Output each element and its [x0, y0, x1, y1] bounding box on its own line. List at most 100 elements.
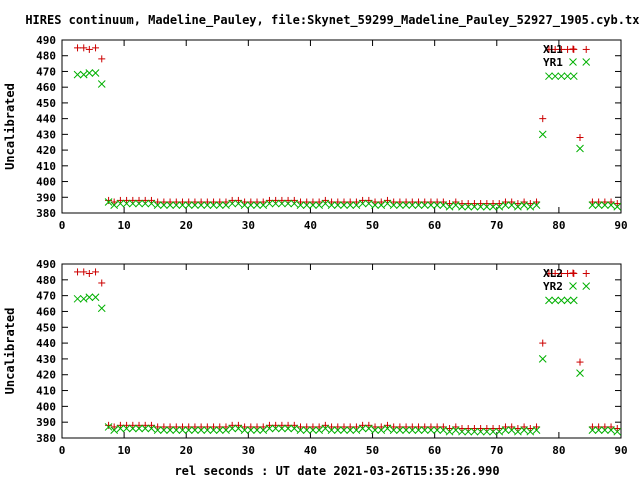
data-point [135, 421, 143, 429]
y-tick-label: 400 [36, 176, 56, 189]
data-point [172, 423, 180, 431]
data-point [482, 202, 491, 211]
data-point [240, 201, 249, 209]
data-point [613, 202, 622, 211]
data-point [582, 45, 590, 53]
data-point [79, 70, 88, 79]
data-point [507, 201, 516, 209]
data-point [476, 427, 485, 436]
data-point [352, 426, 361, 434]
data-point [483, 425, 491, 433]
data-point [588, 426, 597, 434]
data-point [557, 72, 566, 81]
data-point [178, 426, 187, 434]
legend-label: XL1 [543, 43, 563, 56]
data-point [607, 426, 615, 434]
data-point [470, 427, 479, 436]
data-point [414, 201, 423, 209]
data-point [508, 198, 516, 206]
data-point [203, 201, 212, 209]
data-point [147, 424, 156, 433]
data-point [526, 427, 535, 436]
data-point [576, 144, 584, 153]
data-point [483, 200, 491, 208]
data-point [309, 201, 317, 209]
data-point [85, 293, 94, 302]
data-point [172, 426, 181, 434]
data-point [402, 201, 410, 209]
y-tick-label: 440 [36, 113, 56, 126]
y-tick-label: 470 [36, 290, 56, 303]
data-point [141, 421, 149, 429]
data-point [185, 423, 193, 431]
data-point [601, 423, 609, 431]
data-point [104, 423, 113, 431]
data-point [321, 424, 330, 433]
data-point [210, 423, 218, 431]
data-point [216, 423, 224, 431]
data-point [197, 198, 205, 206]
legend-entry: YR1 [543, 56, 577, 69]
plot-frame [61, 39, 622, 214]
data-point [551, 72, 560, 81]
data-point [228, 424, 237, 433]
data-point [91, 69, 100, 77]
data-point [477, 425, 485, 433]
data-point [178, 201, 187, 209]
data-point [551, 296, 560, 305]
data-point [520, 201, 528, 209]
data-point [421, 198, 429, 206]
x-tick-label: 30 [242, 219, 255, 232]
data-point [327, 426, 336, 434]
data-point [160, 423, 168, 431]
data-point [309, 198, 317, 206]
data-point [265, 424, 274, 433]
data-point [414, 426, 423, 434]
data-point [383, 199, 392, 208]
data-point [110, 198, 118, 206]
data-point [272, 196, 280, 204]
legend-entry: XL2 [543, 267, 577, 280]
data-point [184, 201, 193, 209]
data-point [246, 201, 255, 209]
data-point [160, 198, 168, 206]
data-point [563, 296, 572, 305]
data-point [359, 421, 367, 429]
data-point [141, 199, 150, 208]
data-point [135, 199, 143, 208]
data-point [470, 202, 479, 211]
data-point [594, 201, 603, 209]
data-point [259, 426, 268, 434]
data-point [576, 369, 584, 377]
plot-frame [61, 263, 622, 439]
data-point [526, 425, 534, 433]
data-point [135, 196, 143, 204]
series-YR1 [73, 58, 622, 211]
data-point [147, 196, 155, 204]
data-point [371, 426, 379, 434]
data-point [209, 426, 218, 434]
data-point [153, 426, 162, 434]
data-point [545, 296, 553, 305]
data-point [91, 293, 100, 302]
data-point [408, 201, 417, 209]
data-point [458, 425, 466, 433]
data-point [154, 198, 162, 206]
data-point [129, 421, 137, 429]
data-point [215, 426, 224, 434]
x-tick-label: 30 [242, 444, 255, 457]
data-point [427, 423, 435, 431]
data-point [253, 423, 261, 431]
y-tick-label: 440 [36, 337, 56, 350]
data-point [576, 134, 584, 142]
data-point [396, 201, 404, 209]
data-point [228, 199, 237, 208]
data-point [377, 423, 385, 431]
x-tick-label: 80 [552, 219, 565, 232]
x-tick-label: 50 [366, 219, 379, 232]
data-point [607, 198, 615, 206]
data-point [278, 421, 286, 429]
data-point [464, 202, 473, 211]
data-point [110, 423, 118, 431]
